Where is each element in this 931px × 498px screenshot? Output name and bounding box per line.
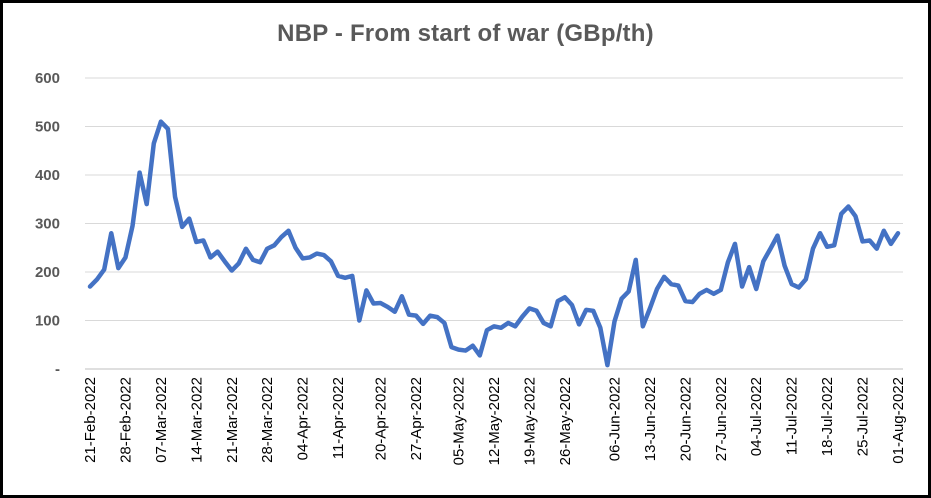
x-tick-label: 11-Apr-2022 (330, 377, 347, 459)
series-line (87, 119, 901, 368)
y-tick-label: 300 (35, 216, 60, 233)
y-tick-label: - (55, 361, 60, 378)
y-tick-label: 100 (35, 313, 60, 330)
x-tick-label: 04-Apr-2022 (295, 377, 312, 460)
x-tick-label: 11-Jul-2022 (784, 377, 801, 455)
x-tick-label: 01-Aug-2022 (890, 377, 907, 464)
x-tick-label: 25-Jul-2022 (855, 377, 872, 456)
y-tick-label: 200 (35, 264, 60, 281)
y-tick-label: 500 (35, 119, 60, 136)
x-tick-label: 05-May-2022 (451, 377, 468, 465)
chart-title: NBP - From start of war (GBp/th) (277, 20, 654, 47)
y-tick-label: 600 (35, 70, 60, 87)
x-tick-label: 28-Mar-2022 (259, 377, 276, 463)
y-tick-label: 400 (35, 167, 60, 184)
x-tick-label: 27-Jun-2022 (713, 377, 730, 461)
x-tick-label: 13-Jun-2022 (642, 377, 659, 461)
x-tick-label: 20-Apr-2022 (373, 377, 390, 460)
gridlines (85, 77, 903, 370)
x-tick-label: 12-May-2022 (486, 377, 503, 465)
x-tick-label: 21-Mar-2022 (224, 377, 241, 463)
x-tick-label: 26-May-2022 (557, 377, 574, 465)
y-axis-tick-labels: - 100 200 300 400 500 600 (35, 70, 60, 378)
x-tick-label: 21-Feb-2022 (82, 377, 99, 463)
x-axis-tick-labels: 21-Feb-2022 28-Feb-2022 07-Mar-2022 14-Mar-… (82, 377, 907, 465)
x-tick-label: 20-Jun-2022 (677, 377, 694, 461)
x-tick-label: 18-Jul-2022 (819, 377, 836, 456)
x-tick-label: 04-Jul-2022 (748, 377, 765, 456)
x-tick-label: 19-May-2022 (521, 377, 538, 465)
x-tick-label: 27-Apr-2022 (408, 377, 425, 460)
x-tick-label: 07-Mar-2022 (153, 377, 170, 463)
x-tick-label: 14-Mar-2022 (188, 377, 205, 463)
x-tick-label: 28-Feb-2022 (117, 377, 134, 463)
x-tick-label: 06-Jun-2022 (606, 377, 623, 461)
